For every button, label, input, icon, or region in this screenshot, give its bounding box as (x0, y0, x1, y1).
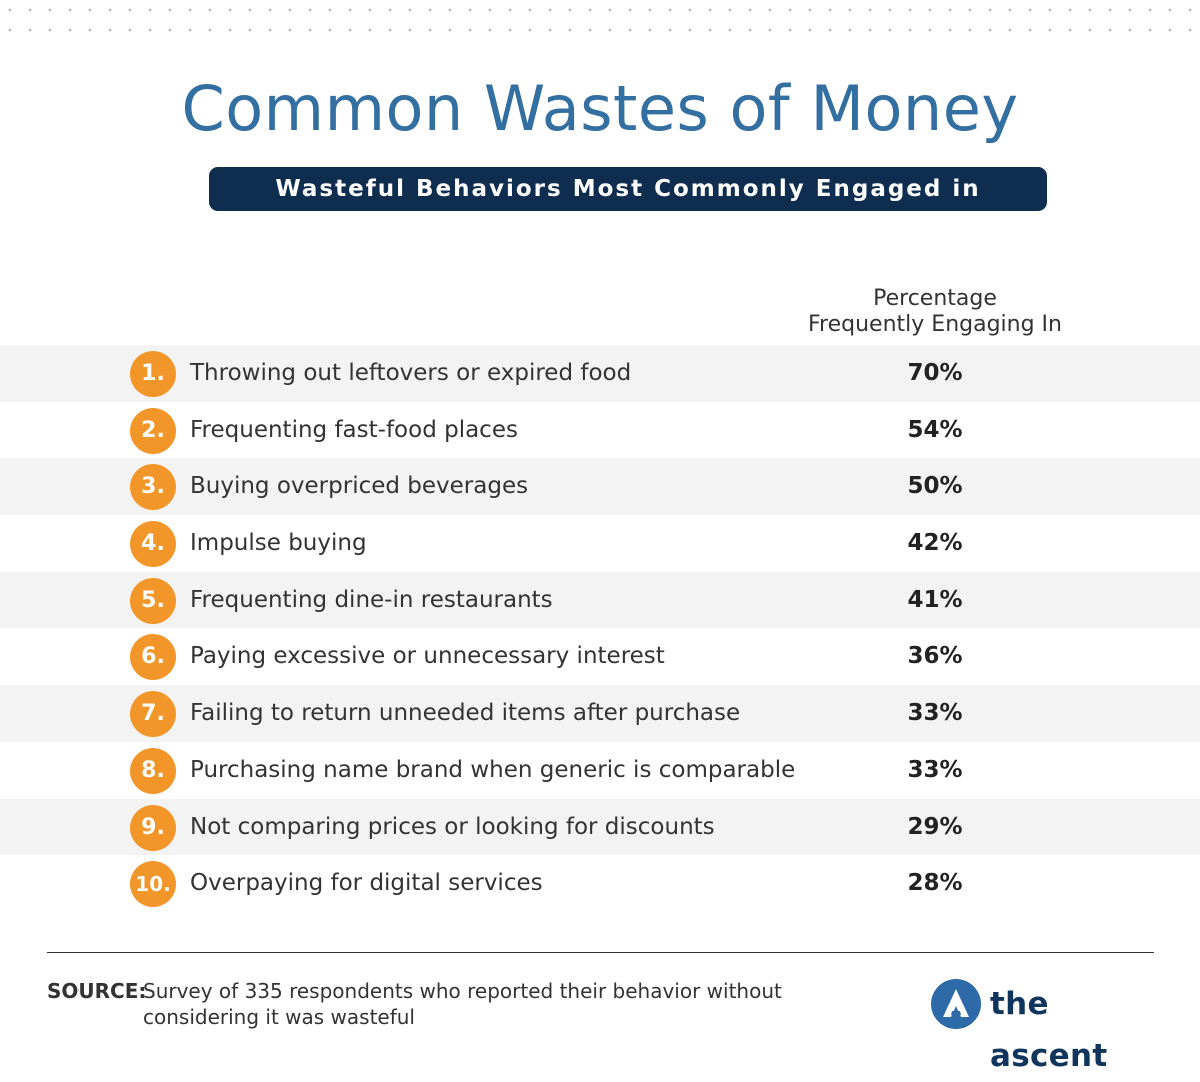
row-value: 41% (907, 586, 963, 613)
rank-badge: 8. (130, 747, 176, 794)
footer-divider (47, 952, 1154, 953)
row-value: 50% (907, 473, 963, 500)
table-row: 6. Paying excessive or unnecessary intere… (0, 628, 1200, 685)
row-label: Not comparing prices or looking for disc… (190, 813, 715, 840)
row-label: Buying overpriced beverages (190, 473, 529, 500)
table-row: 1. Throwing out leftovers or expired food… (0, 345, 1200, 402)
column-header-line1: Percentage (873, 286, 997, 311)
rank-badge: 5. (130, 577, 176, 624)
row-value: 29% (907, 813, 963, 840)
rank-badge: 6. (130, 634, 176, 681)
row-value: 70% (907, 360, 963, 386)
brand-name: the ascent (990, 986, 1108, 1074)
row-value: 28% (907, 870, 963, 897)
row-label: Failing to return unneeded items after p… (190, 700, 741, 727)
table-row: 3. Buying overpriced beverages 50% (0, 458, 1200, 516)
row-label: Overpaying for digital services (190, 870, 543, 897)
table-row: 5. Frequenting dine-in restaurants 41% (0, 571, 1200, 629)
column-header: Percentage Frequently Engaging In (780, 286, 1090, 338)
row-label: Throwing out leftovers or expired food (190, 360, 632, 386)
table-row: 4. Impulse buying 42% (0, 515, 1200, 572)
row-value: 33% (907, 756, 963, 783)
row-value: 54% (907, 416, 963, 443)
table-row: 9. Not comparing prices or looking for di… (0, 798, 1200, 856)
ascent-logo-icon (931, 979, 981, 1029)
rank-badge: 3. (130, 464, 176, 511)
rank-badge: 4. (130, 521, 176, 568)
row-label: Frequenting dine-in restaurants (190, 586, 553, 613)
rank-badge: 1. (130, 351, 176, 397)
brand-logo: the ascent (930, 978, 1160, 1074)
row-value: 36% (907, 643, 963, 670)
table-row: 10. Overpaying for digital services 28% (0, 855, 1200, 912)
row-value: 42% (907, 530, 963, 557)
rank-badge: 10. (130, 861, 176, 908)
row-label: Impulse buying (190, 530, 367, 557)
source-label: SOURCE: (47, 979, 147, 1003)
rank-badge: 7. (130, 691, 176, 738)
table-row: 7. Failing to return unneeded items after… (0, 685, 1200, 742)
row-value: 33% (907, 700, 963, 727)
chart-title: Common Wastes of Money (181, 72, 1019, 145)
source-text: Survey of 335 respondents who reported t… (143, 979, 782, 1029)
row-label: Purchasing name brand when generic is co… (190, 756, 796, 783)
column-header-line2: Frequently Engaging In (808, 312, 1062, 337)
table-row: 2. Frequenting fast-food places 54% (0, 402, 1200, 459)
row-label: Paying excessive or unnecessary interest (190, 643, 665, 670)
table-row: 8. Purchasing name brand when generic is … (0, 742, 1200, 799)
row-label: Frequenting fast-food places (190, 416, 518, 443)
subtitle-banner: Wasteful Behaviors Most Commonly Engaged… (209, 167, 1047, 211)
dot-pattern-decoration (0, 0, 1200, 44)
rank-badge: 9. (130, 804, 176, 851)
rank-badge: 2. (130, 407, 176, 454)
data-table: 1. Throwing out leftovers or expired food… (0, 345, 1200, 912)
